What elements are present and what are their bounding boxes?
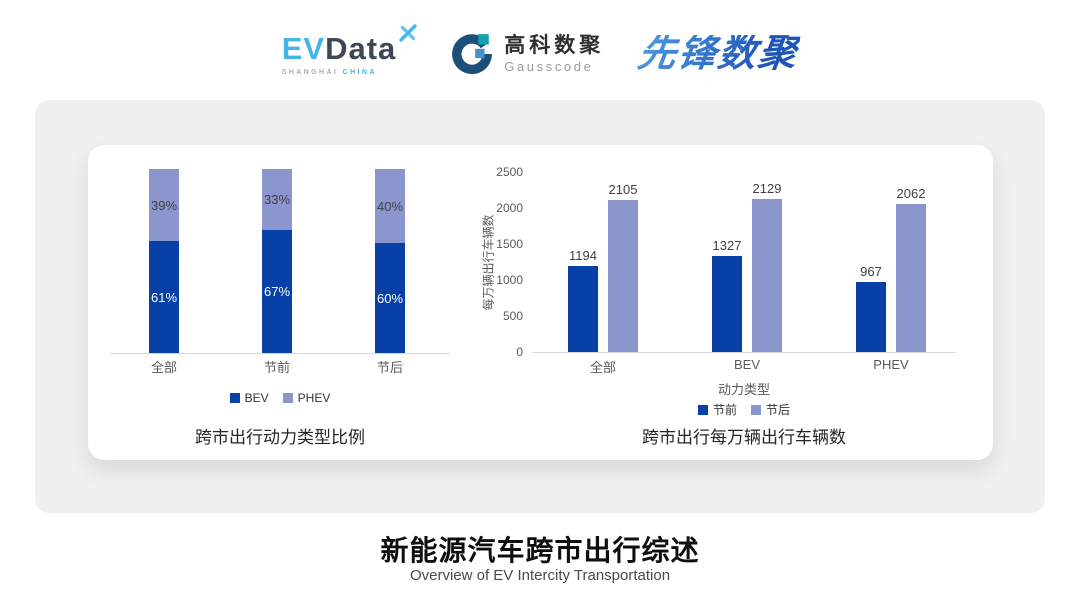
legend-swatch-icon — [697, 404, 708, 415]
gausscode-g-mark-icon — [452, 34, 493, 74]
charts-card: BEV PHEV 跨市出行动力类型比例 39% 61% 全部 33% 67% 节前 40% 60… — [88, 145, 993, 460]
evdata-ev-text: EV — [281, 30, 326, 66]
legend-swatch-icon — [751, 404, 761, 415]
bar-value-label: 1327 — [712, 238, 742, 253]
bar-value-label: 1194 — [569, 248, 597, 263]
evdata-data-text: Data — [325, 30, 397, 66]
gausscode-chinese-name: 高科数聚 — [504, 34, 605, 58]
fuel-type-ratio-chart: BEV PHEV 跨市出行动力类型比例 39% 61% 全部 33% 67% 节前 40% 60… — [88, 145, 488, 460]
legend-swatch-icon — [229, 393, 240, 403]
stacked-bar-bev-segment: 67% — [262, 230, 292, 353]
evdata-shanghai-text: SHANGHAI — [281, 68, 339, 76]
category-label: 节前 — [263, 360, 290, 375]
category-label: 节后 — [376, 360, 403, 375]
legend-item: BEV — [229, 391, 269, 405]
evdata-subtitle: SHANGHAI CHINA — [282, 69, 377, 76]
evdata-logo: EVData SHANGHAI CHINA — [281, 23, 417, 76]
y-tick-label: 1500 — [496, 237, 523, 251]
charts-panel: BEV PHEV 跨市出行动力类型比例 39% 61% 全部 33% 67% 节前 40% 60… — [35, 100, 1045, 513]
logo-bar: EVData SHANGHAI CHINA 高科数聚 Gausscode — [0, 22, 1080, 86]
legend-label: PHEV — [297, 391, 331, 405]
bar — [608, 200, 638, 352]
category-label: PHEV — [873, 357, 909, 372]
bar-value-label: 967 — [860, 264, 882, 279]
legend-label: BEV — [244, 391, 269, 405]
bar — [568, 266, 598, 352]
pioneer-shuju-logo: 先锋数聚 — [635, 33, 802, 75]
gausscode-text: 高科数聚 Gausscode — [504, 34, 604, 73]
bar — [896, 204, 926, 352]
evdata-china-text: CHINA — [342, 68, 377, 76]
y-tick-label: 0 — [516, 345, 523, 359]
legend-item: 节后 — [751, 401, 790, 418]
category-label: 全部 — [150, 360, 177, 375]
legend-swatch-icon — [282, 393, 293, 403]
legend-item: 节前 — [697, 401, 737, 418]
stacked-bar-phev-segment: 39% — [149, 169, 179, 241]
trips-per-10k-chart: 每万辆出行车辆数 动力类型 节前 节后 跨市出行每万辆出行车辆数 0 500 1000… — [478, 145, 993, 460]
x-axis-line — [110, 353, 450, 354]
bar — [712, 256, 742, 352]
chart-title: 跨市出行动力类型比例 — [195, 428, 365, 447]
y-axis-label: 每万辆出行车辆数 — [481, 214, 496, 311]
y-tick-label: 1000 — [496, 273, 523, 287]
category-label: BEV — [733, 357, 760, 372]
sparkle-x-icon — [399, 23, 417, 42]
x-axis-label: 动力类型 — [717, 382, 770, 397]
bar — [752, 199, 782, 352]
chart-title: 跨市出行每万辆出行车辆数 — [642, 428, 846, 447]
gausscode-logo: 高科数聚 Gausscode — [450, 32, 604, 76]
page-title: 新能源汽车跨市出行综述 — [380, 535, 700, 566]
page-subtitle: Overview of EV Intercity Transportation — [409, 567, 671, 584]
y-tick-label: 500 — [502, 309, 523, 323]
legend: BEV PHEV — [110, 391, 450, 405]
stacked-bar-phev-segment: 40% — [375, 169, 405, 243]
stacked-bar-phev-segment: 33% — [262, 169, 292, 230]
bar-value-label: 2062 — [896, 186, 926, 201]
legend-label: 节前 — [712, 403, 737, 417]
y-tick-label: 2500 — [496, 165, 523, 179]
gausscode-english-name: Gausscode — [504, 58, 594, 74]
bar-value-label: 2105 — [608, 182, 638, 197]
bar — [856, 282, 886, 352]
legend: 节前 节后 — [532, 401, 956, 418]
legend-label: 节后 — [766, 403, 791, 417]
x-axis-line — [532, 352, 956, 353]
stacked-bar-bev-segment: 61% — [149, 241, 179, 353]
bar-value-label: 2129 — [752, 181, 782, 196]
evdata-wordmark: EVData — [281, 23, 417, 66]
legend-item: PHEV — [282, 391, 331, 405]
y-tick-label: 2000 — [496, 201, 523, 215]
category-label: 全部 — [589, 360, 616, 375]
stacked-bar-bev-segment: 60% — [375, 243, 405, 353]
